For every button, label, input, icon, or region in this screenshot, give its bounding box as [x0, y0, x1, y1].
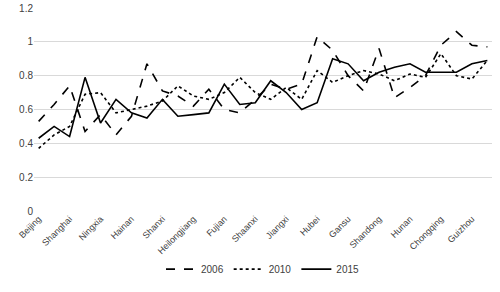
svg-text:Ningxia: Ningxia: [77, 214, 105, 242]
svg-text:Gansu: Gansu: [327, 214, 353, 240]
svg-text:Guizhou: Guizhou: [446, 214, 477, 245]
svg-text:0.2: 0.2: [19, 172, 33, 183]
svg-text:2015: 2015: [336, 264, 359, 275]
svg-text:Shanxi: Shanxi: [140, 214, 167, 241]
svg-text:0.6: 0.6: [19, 104, 33, 115]
svg-text:Hubei: Hubei: [298, 214, 322, 238]
svg-text:0.8: 0.8: [19, 70, 33, 81]
svg-text:Shandong: Shandong: [348, 214, 384, 250]
svg-text:Fujian: Fujian: [205, 214, 229, 238]
svg-text:Jiangxi: Jiangxi: [264, 214, 291, 241]
svg-text:0: 0: [27, 206, 33, 217]
svg-text:0.4: 0.4: [19, 138, 33, 149]
svg-text:2010: 2010: [269, 264, 292, 275]
svg-text:Beijing: Beijing: [17, 214, 43, 240]
svg-text:1: 1: [27, 36, 33, 47]
svg-text:1.2: 1.2: [19, 3, 33, 14]
svg-text:Shaanxi: Shaanxi: [230, 214, 260, 244]
svg-text:Hunan: Hunan: [389, 214, 415, 240]
svg-text:Heilongjiang: Heilongjiang: [156, 214, 198, 256]
svg-text:Shanghai: Shanghai: [40, 214, 74, 248]
svg-text:Hainan: Hainan: [109, 214, 136, 241]
svg-text:Chongqing: Chongqing: [408, 214, 446, 252]
svg-text:2006: 2006: [201, 264, 224, 275]
